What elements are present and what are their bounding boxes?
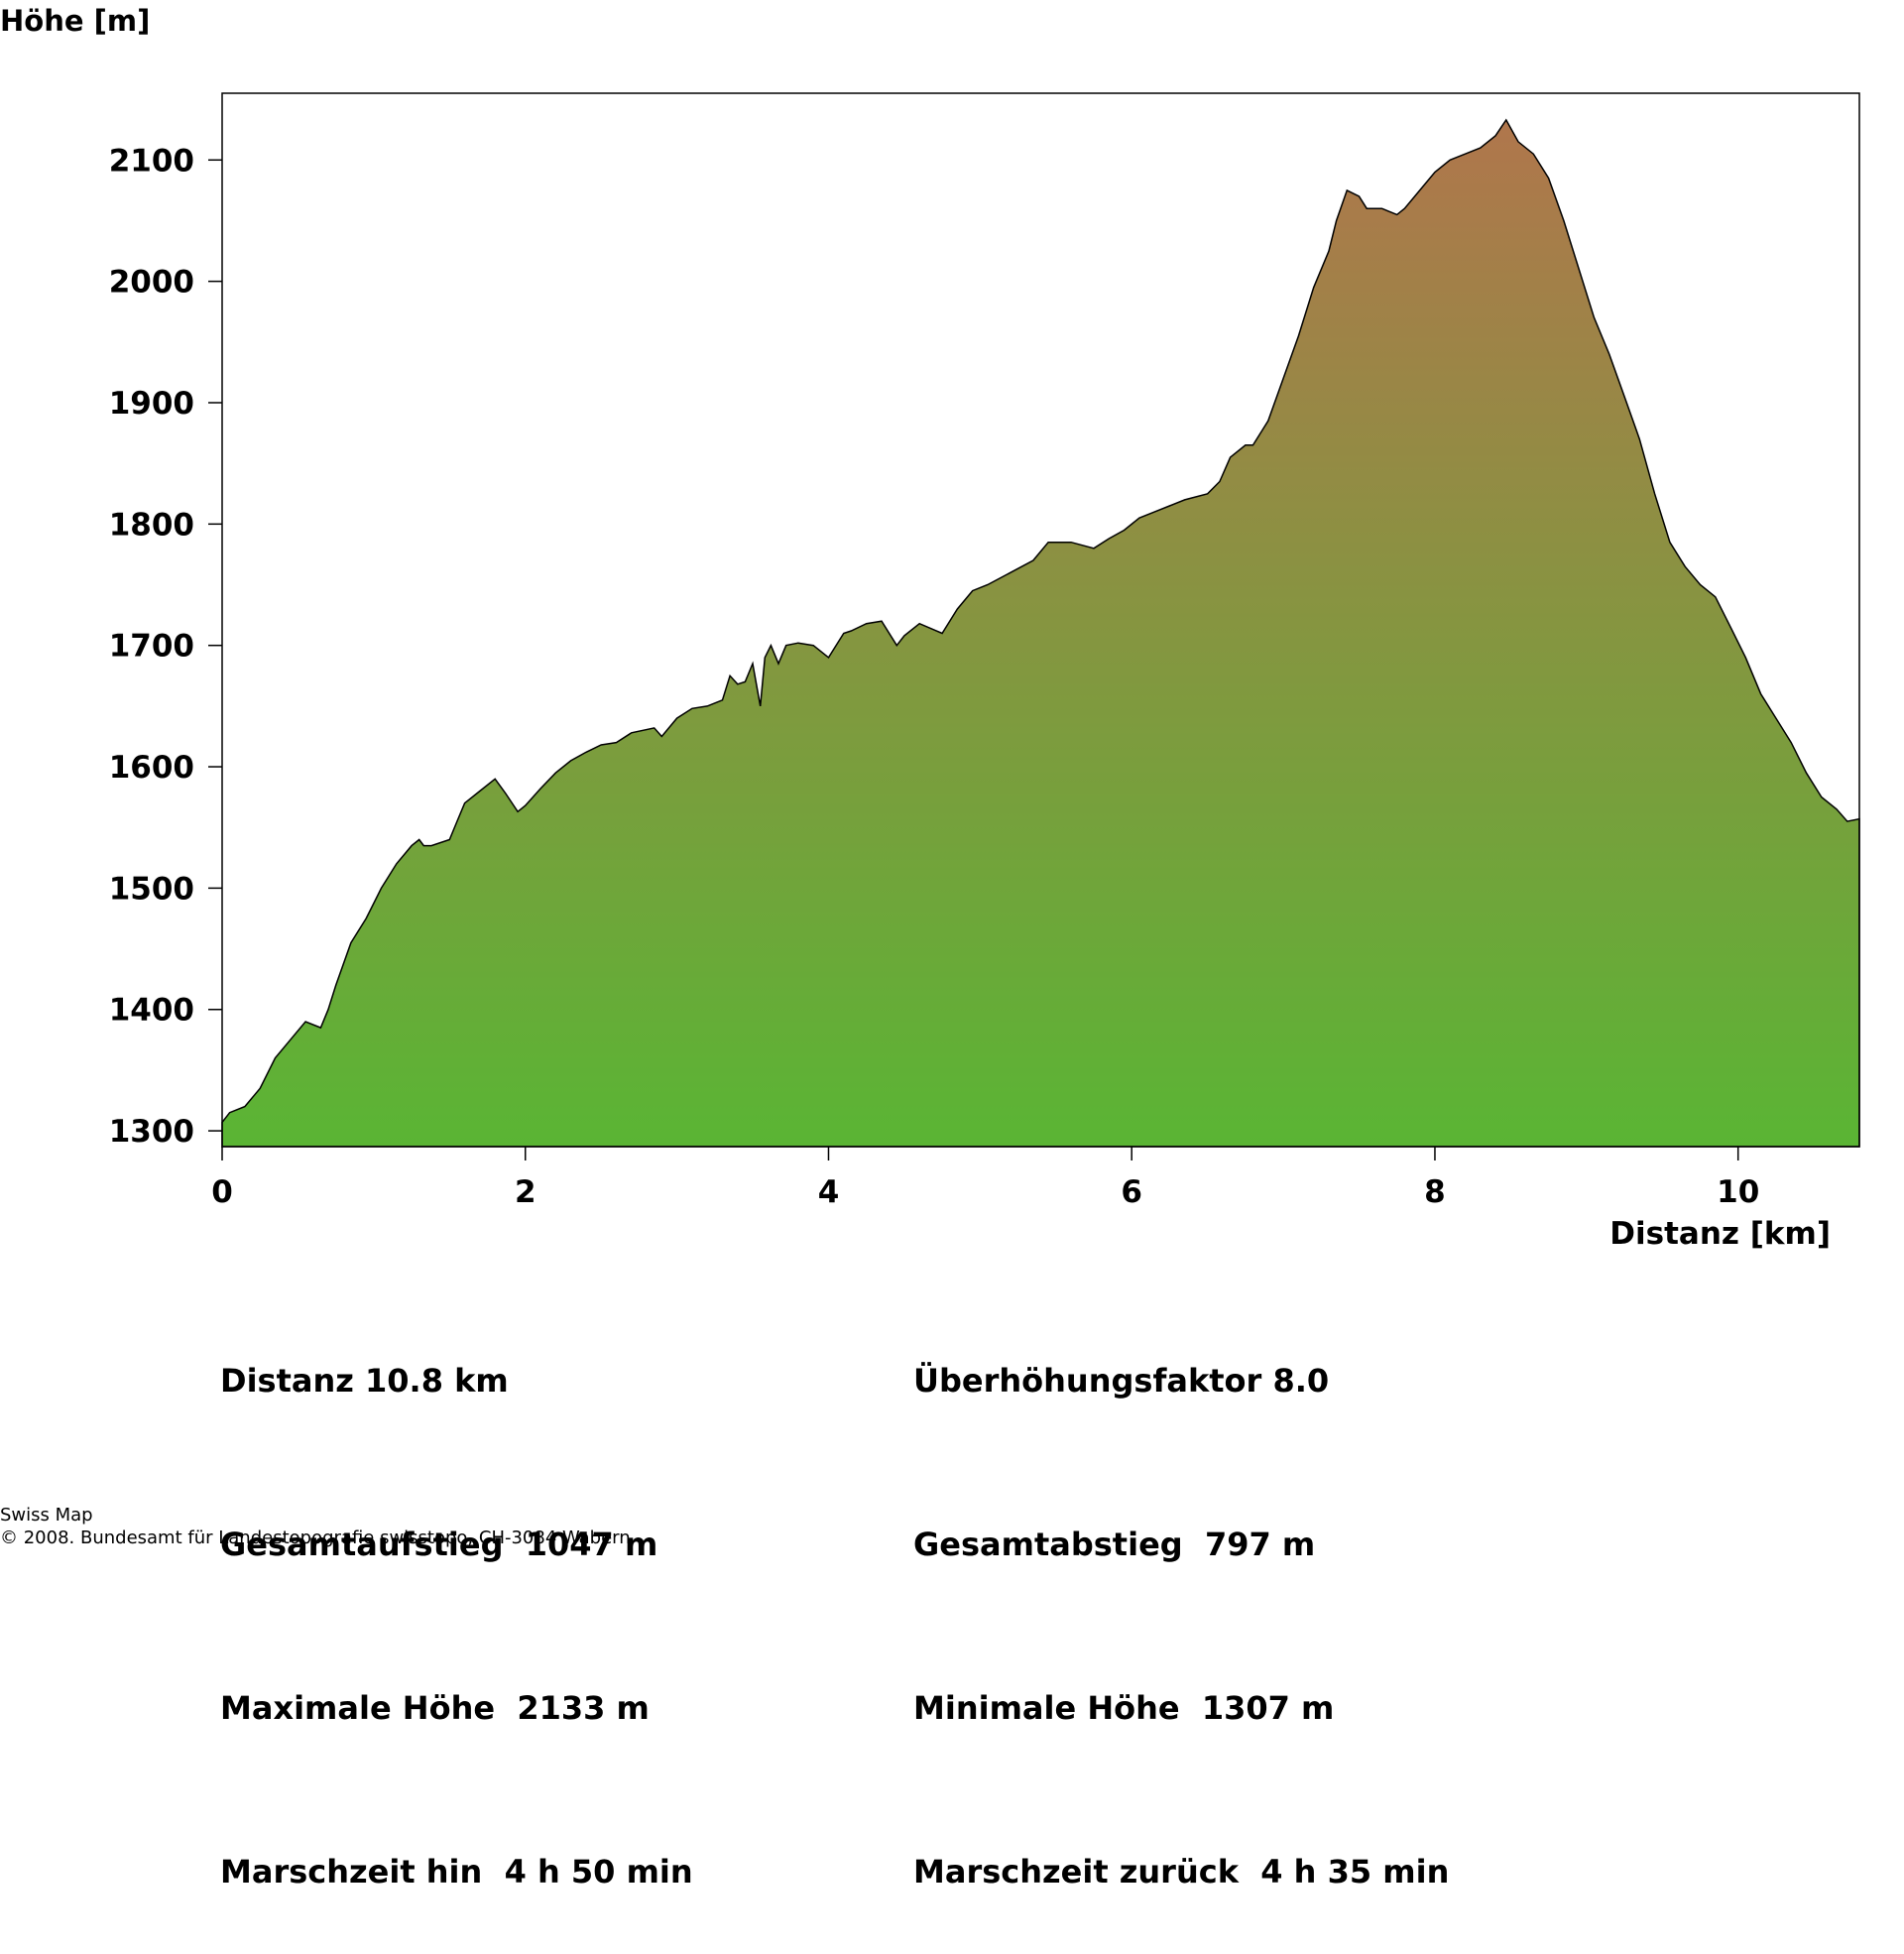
stats-right-column: Überhöhungsfaktor 8.0 Gesamtabstieg 797 … xyxy=(913,1245,1449,1954)
y-tick-label: 1800 xyxy=(109,507,194,543)
stat-exaggeration: Überhöhungsfaktor 8.0 xyxy=(913,1362,1330,1400)
y-tick-label: 2000 xyxy=(109,265,194,301)
elevation-area xyxy=(221,118,1860,1148)
y-axis: 1300 1400 1500 1600 1700 1800 1900 2000 2100 xyxy=(109,143,222,1150)
footer-source: Swiss Map xyxy=(0,1505,93,1526)
plot-frame xyxy=(221,92,1860,1148)
stat-descent: Gesamtabstieg 797 m xyxy=(913,1526,1316,1563)
x-axis: 0 2 4 6 8 10 xyxy=(211,1147,1759,1210)
x-axis-title: Distanz [km] xyxy=(1609,1216,1831,1250)
elevation-profile-chart: Höhe [m] 1300140015001600170018001900200… xyxy=(0,4,1860,1250)
x-tick-label: 2 xyxy=(515,1174,536,1210)
x-tick-label: 10 xyxy=(1717,1174,1759,1210)
x-tick-label: 0 xyxy=(211,1174,233,1210)
footer-credits: Swiss Map © 2008. Bundesamt für Landesto… xyxy=(0,1504,631,1549)
y-tick-label: 1600 xyxy=(109,750,194,786)
x-tick-label: 8 xyxy=(1424,1174,1446,1210)
y-tick-label: 1300 xyxy=(109,1114,194,1150)
y-tick-label: 1400 xyxy=(109,993,194,1029)
stat-min-height: Minimale Höhe 1307 m xyxy=(913,1689,1335,1727)
y-tick-label: 2100 xyxy=(109,143,194,179)
y-tick-label: 1700 xyxy=(109,629,194,665)
stat-time-back: Marschzeit zurück 4 h 35 min xyxy=(913,1853,1450,1891)
y-tick-label: 1900 xyxy=(109,386,194,422)
footer-copyright: © 2008. Bundesamt für Landestopografie s… xyxy=(0,1527,631,1548)
stat-max-height: Maximale Höhe 2133 m xyxy=(220,1689,650,1727)
y-axis-title: Höhe [m] xyxy=(0,4,150,38)
stats-left-column: Distanz 10.8 km Gesamtaufstieg 1047 m Ma… xyxy=(220,1245,693,1954)
stat-time-there: Marschzeit hin 4 h 50 min xyxy=(220,1853,693,1891)
x-tick-label: 4 xyxy=(818,1174,840,1210)
stat-distance: Distanz 10.8 km xyxy=(220,1362,509,1400)
x-tick-label: 6 xyxy=(1121,1174,1142,1210)
y-tick-label: 1500 xyxy=(109,871,194,907)
stat-ascent: Gesamtaufstieg 1047 m xyxy=(220,1526,658,1563)
